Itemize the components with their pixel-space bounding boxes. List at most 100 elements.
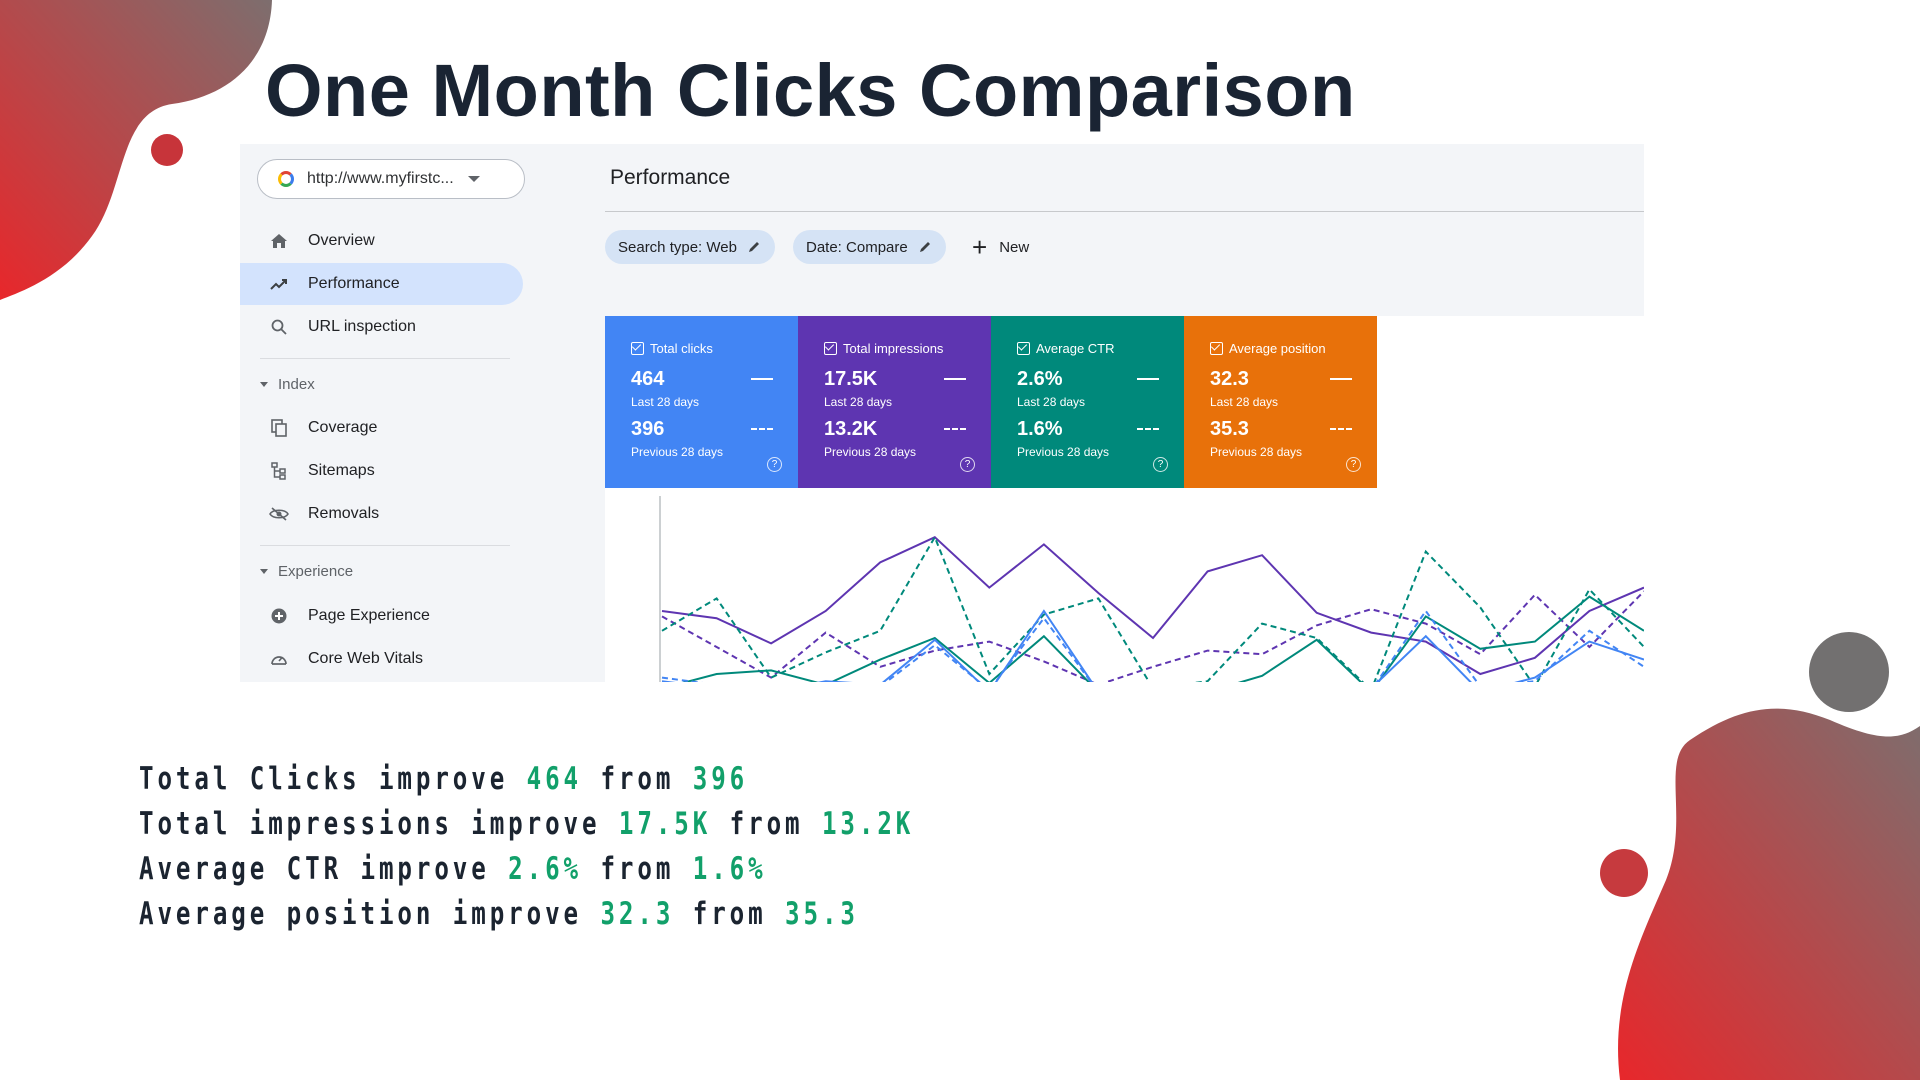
solid-line-legend-icon xyxy=(944,378,966,380)
metric-current-period: Last 28 days xyxy=(631,395,700,409)
chip-label: Search type: Web xyxy=(618,238,737,256)
summary-line-position: Average position improve 32.3 from 35.3 xyxy=(139,892,914,937)
metric-current-value: 464 xyxy=(631,368,665,390)
filter-chip-date[interactable]: Date: Compare xyxy=(793,230,946,264)
sidebar-item-label: Overview xyxy=(308,232,375,249)
caret-down-icon xyxy=(260,569,268,574)
summary-new-value: 2.6% xyxy=(508,851,582,887)
plus-circle-icon xyxy=(268,605,290,627)
metric-current-value: 2.6% xyxy=(1017,368,1063,390)
metric-previous-value: 13.2K xyxy=(824,418,878,440)
checkbox-icon[interactable] xyxy=(1017,342,1030,355)
metric-card-average-ctr[interactable]: Average CTR 2.6% Last 28 days 1.6% Previ… xyxy=(991,316,1184,488)
metric-card-total-impressions[interactable]: Total impressions 17.5K Last 28 days 13.… xyxy=(798,316,991,488)
help-icon[interactable]: ? xyxy=(960,457,975,472)
summary-line-impressions: Total impressions improve 17.5K from 13.… xyxy=(139,802,914,847)
chart-series-line-0 xyxy=(661,536,1644,676)
section-label: Experience xyxy=(278,563,354,580)
summary-line-ctr: Average CTR improve 2.6% from 1.6% xyxy=(139,847,914,892)
metric-cards: Total clicks 464 Last 28 days 396 Previo… xyxy=(605,316,1377,488)
property-selector[interactable]: http://www.myfirstc... xyxy=(257,159,525,199)
property-url: http://www.myfirstc... xyxy=(307,170,454,187)
solid-line-legend-icon xyxy=(751,378,773,380)
metric-previous-period: Previous 28 days xyxy=(631,445,724,459)
copy-icon xyxy=(268,417,290,439)
pencil-icon xyxy=(748,242,759,252)
metric-current-value: 17.5K xyxy=(824,368,878,390)
sidebar-item-label: Removals xyxy=(308,505,380,522)
summary-new-value: 17.5K xyxy=(618,806,712,842)
metric-label: Total clicks xyxy=(650,341,713,356)
sidebar-item-performance[interactable]: Performance xyxy=(240,263,523,305)
trending-up-icon xyxy=(268,273,290,295)
sidebar: http://www.myfirstc... Overview Performa… xyxy=(240,144,605,682)
caret-down-icon xyxy=(260,382,268,387)
summary-from: from xyxy=(692,896,767,932)
sidebar-item-core-web-vitals[interactable]: Core Web Vitals xyxy=(240,638,523,680)
summary-text: Average position improve xyxy=(139,896,582,932)
eye-off-icon xyxy=(268,503,290,525)
dashed-line-legend-icon xyxy=(944,428,966,430)
solid-line-legend-icon xyxy=(1330,378,1352,380)
metric-previous-value: 1.6% xyxy=(1017,418,1063,440)
sidebar-item-overview[interactable]: Overview xyxy=(240,220,523,262)
chevron-down-icon xyxy=(467,176,480,182)
summary-list: Total Clicks improve 464 from 396 Total … xyxy=(139,757,1133,937)
sidebar-item-removals[interactable]: Removals xyxy=(240,493,523,535)
metric-card-total-clicks[interactable]: Total clicks 464 Last 28 days 396 Previo… xyxy=(605,316,798,488)
new-button-label: New xyxy=(999,238,1030,256)
metric-previous-period: Previous 28 days xyxy=(1017,445,1110,459)
metric-card-average-position[interactable]: Average position 32.3 Last 28 days 35.3 … xyxy=(1184,316,1377,488)
checkbox-icon[interactable] xyxy=(1210,342,1223,355)
summary-line-clicks: Total Clicks improve 464 from 396 xyxy=(139,757,914,802)
metric-label: Average position xyxy=(1229,341,1326,356)
right-red-dot xyxy=(1600,849,1648,897)
bottom-right-blob xyxy=(1618,708,1920,1080)
dashed-line-legend-icon xyxy=(1330,428,1352,430)
summary-old-value: 35.3 xyxy=(785,896,859,932)
summary-new-value: 464 xyxy=(526,761,583,797)
help-icon[interactable]: ? xyxy=(1153,457,1168,472)
search-icon xyxy=(268,316,290,338)
help-icon[interactable]: ? xyxy=(767,457,782,472)
sidebar-item-label: Sitemaps xyxy=(308,462,375,479)
metric-previous-period: Previous 28 days xyxy=(1210,445,1303,459)
sidebar-section-index[interactable]: Index xyxy=(260,376,315,393)
summary-old-value: 396 xyxy=(692,761,749,797)
chart-series-line-4 xyxy=(661,609,1644,682)
metric-label: Total impressions xyxy=(843,341,944,356)
sidebar-item-label: Performance xyxy=(308,275,400,292)
page-title: Performance xyxy=(610,166,731,189)
summary-old-value: 1.6% xyxy=(692,851,767,887)
filter-chip-search-type[interactable]: Search type: Web xyxy=(605,230,775,264)
sidebar-item-sitemaps[interactable]: Sitemaps xyxy=(240,450,523,492)
new-filter-button[interactable]: + New xyxy=(972,230,1029,264)
sidebar-section-experience[interactable]: Experience xyxy=(260,563,353,580)
summary-old-value: 13.2K xyxy=(821,806,915,842)
top-left-dot xyxy=(151,134,183,166)
chart-series-line-3 xyxy=(682,595,1644,682)
sidebar-item-label: Coverage xyxy=(308,419,378,436)
checkbox-icon[interactable] xyxy=(631,342,644,355)
right-grey-dot xyxy=(1809,632,1889,712)
metric-current-period: Last 28 days xyxy=(824,395,893,409)
sidebar-item-url-inspection[interactable]: URL inspection xyxy=(240,306,523,348)
help-icon[interactable]: ? xyxy=(1346,457,1361,472)
summary-from: from xyxy=(600,761,675,797)
summary-from: from xyxy=(729,806,804,842)
sidebar-item-label: Core Web Vitals xyxy=(308,650,424,667)
chart-series-line-1 xyxy=(661,590,1644,682)
checkbox-icon[interactable] xyxy=(824,342,837,355)
top-left-blob xyxy=(0,0,272,300)
search-console-screenshot: http://www.myfirstc... Overview Performa… xyxy=(240,144,1644,682)
sidebar-item-label: Page Experience xyxy=(308,607,430,624)
property-logo-icon xyxy=(278,171,294,187)
sidebar-divider xyxy=(260,545,510,546)
summary-text: Average CTR improve xyxy=(139,851,490,887)
sidebar-item-page-experience[interactable]: Page Experience xyxy=(240,595,523,637)
chart-series-line-2 xyxy=(661,534,1644,682)
sidebar-item-coverage[interactable]: Coverage xyxy=(240,407,523,449)
dashed-line-legend-icon xyxy=(1137,428,1159,430)
plus-icon: + xyxy=(972,232,988,262)
metric-current-period: Last 28 days xyxy=(1210,395,1279,409)
